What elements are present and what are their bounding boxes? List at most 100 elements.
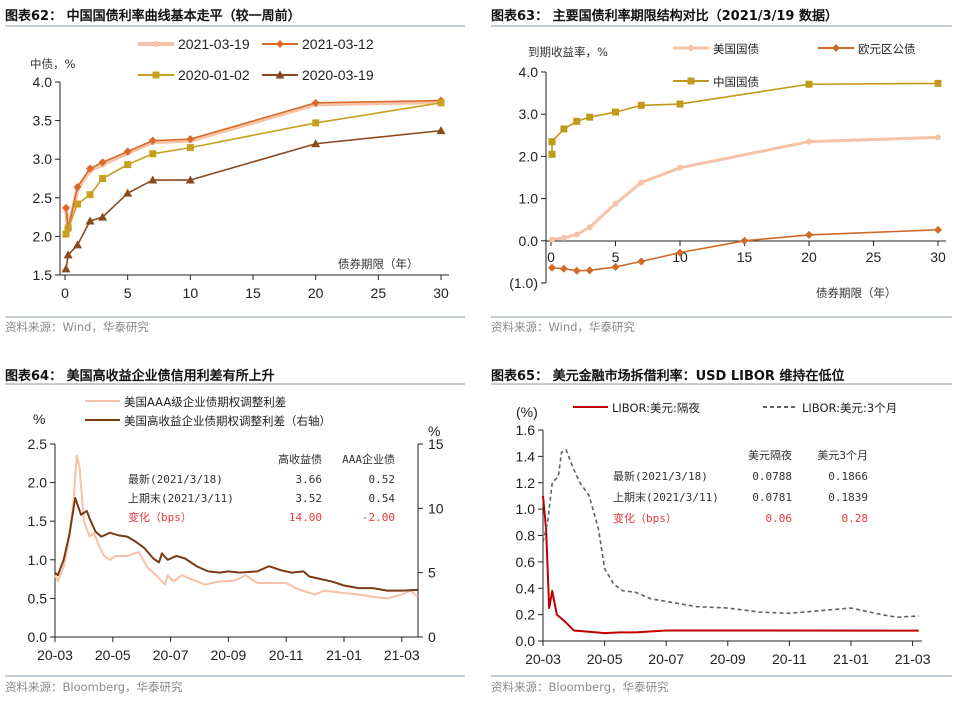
y-tick-label: 2.5 <box>33 190 53 206</box>
series-1 <box>62 96 445 233</box>
series-0 <box>542 495 919 635</box>
y-tick-label: 4.0 <box>519 64 539 80</box>
marker-circle <box>586 224 593 231</box>
marker-triangle <box>436 126 446 135</box>
marker-diamond <box>585 266 594 275</box>
x-tick-label: 20-11 <box>269 647 304 663</box>
marker-diamond <box>740 236 749 245</box>
marker-diamond <box>548 263 557 272</box>
series-line <box>65 99 442 230</box>
series-line <box>551 229 939 272</box>
y-tick-label: 2.0 <box>519 148 539 164</box>
y-tick-label: 1.4 <box>516 448 536 464</box>
y-tick-label: 0.0 <box>519 233 539 249</box>
chart-c63: 图表63： 主要国债利率期限结构对比（2021/3/19 数据） 资料来源：Win… <box>491 8 952 334</box>
marker-diamond <box>123 147 132 156</box>
series-2 <box>62 99 445 238</box>
series-line <box>542 448 919 619</box>
series-line <box>54 497 418 592</box>
marker-square <box>124 161 132 169</box>
series-line <box>65 102 442 235</box>
marker-diamond <box>62 203 71 212</box>
marker-square <box>612 108 619 116</box>
y-tick-label: 0.8 <box>516 528 536 544</box>
marker-square <box>437 99 445 107</box>
marker-square <box>149 150 157 158</box>
marker-circle <box>677 164 683 171</box>
marker-square <box>573 117 581 125</box>
y-tick-label: (1.0) <box>509 275 538 291</box>
x-tick-label: 20-09 <box>210 647 246 663</box>
marker-square <box>186 144 194 152</box>
x-tick-label: 20-07 <box>153 647 189 663</box>
source-note: 资料来源：Bloomberg，华泰研究 <box>5 680 183 694</box>
legend-item: 2021-03-19 <box>138 36 250 52</box>
marker-triangle <box>73 240 83 249</box>
series-0 <box>54 454 419 600</box>
x-axis-label: 债券期限（年） <box>816 286 897 300</box>
marker-square <box>99 175 107 182</box>
series-line <box>551 135 939 242</box>
marker-square <box>548 138 556 146</box>
legend-label: 2020-03-19 <box>302 67 374 83</box>
y-tick-label: 3.5 <box>33 113 53 129</box>
x-tick-label: 20 <box>801 249 817 265</box>
marker-square <box>934 79 942 87</box>
legend-label: 欧元区公债 <box>858 42 916 56</box>
y-tick-right-label: 10 <box>428 500 444 516</box>
series-line <box>65 129 442 269</box>
series-line <box>551 82 939 155</box>
marker-square <box>586 113 594 121</box>
legend-label: 中国国债 <box>713 75 759 89</box>
legend-item: LIBOR:美元:3个月 <box>763 401 897 415</box>
marker-square <box>676 100 684 108</box>
x-tick-label: 15 <box>245 285 261 301</box>
x-tick-label: 20-05 <box>587 651 623 667</box>
y-tick-label: 2.0 <box>33 228 53 244</box>
marker-diamond <box>311 98 320 107</box>
marker-diamond <box>148 136 157 145</box>
series-1 <box>542 448 919 619</box>
marker-triangle <box>123 188 133 197</box>
x-tick-label: 21-01 <box>326 647 362 663</box>
x-tick-label: 21-03 <box>895 651 931 667</box>
marker-square <box>805 80 813 88</box>
table-cell: 0.54 <box>369 492 396 505</box>
y-axis-label: (%) <box>516 404 538 420</box>
marker-square <box>152 71 160 79</box>
table-row-label: 上期末(2021/3/11) <box>128 491 234 505</box>
table-row-label: 变化（bps） <box>613 511 677 525</box>
legend-item: 美国高收益企业债期权调整利差（右轴） <box>85 414 331 428</box>
table-cell: 3.52 <box>296 492 323 505</box>
y-tick-label: 0.5 <box>28 590 48 606</box>
table-row-label: 变化（bps） <box>128 510 192 524</box>
chart-title: 图表62： 中国国债利率曲线基本走平（较一周前） <box>5 8 301 24</box>
y-tick-label: 0.6 <box>516 554 536 570</box>
legend-label: LIBOR:美元:隔夜 <box>612 401 700 415</box>
marker-square <box>548 150 556 158</box>
legend-item: 美国国债 <box>673 42 759 56</box>
marker-diamond <box>572 266 581 275</box>
y-tick-right-label: 15 <box>428 436 444 452</box>
table-cell: 0.0781 <box>752 491 792 504</box>
x-tick-label: 20-11 <box>772 651 807 667</box>
table-cell: 0.28 <box>842 512 869 525</box>
source-note: 资料来源：Wind，华泰研究 <box>491 320 635 334</box>
legend-label: 2021-03-12 <box>302 36 374 52</box>
chart-title: 图表64： 美国高收益企业债信用利差有所上升 <box>5 368 275 384</box>
y-tick-label: 1.2 <box>516 475 536 491</box>
marker-square <box>687 77 695 85</box>
x-tick-label: 10 <box>183 285 199 301</box>
x-tick-label: 20 <box>308 285 324 301</box>
marker-circle <box>573 231 580 238</box>
y-tick-label: 0.0 <box>516 633 536 649</box>
x-tick-label: 20-03 <box>37 647 73 663</box>
x-tick-label: 25 <box>866 249 882 265</box>
y-axis-label: 中债，% <box>30 57 75 71</box>
y-tick-label: 1.0 <box>519 191 539 207</box>
marker-diamond <box>98 158 107 167</box>
table-cell: 3.66 <box>296 473 323 486</box>
x-tick-label: 20-05 <box>95 647 131 663</box>
marker-circle <box>549 236 556 243</box>
